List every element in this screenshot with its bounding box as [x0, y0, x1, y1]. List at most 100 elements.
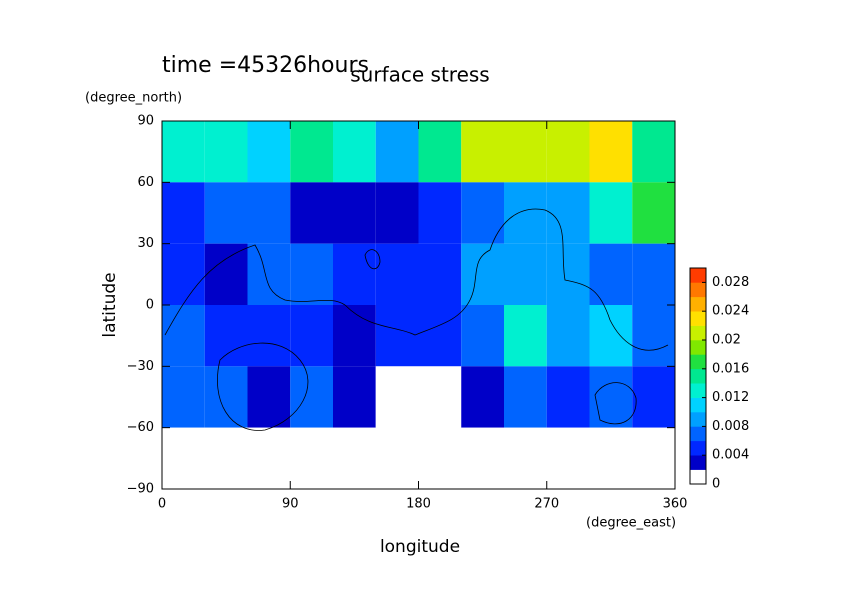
cell [204, 243, 248, 305]
cell [375, 305, 419, 367]
cell [589, 243, 633, 305]
colorbar-tick-label: 0.008 [712, 419, 749, 434]
cell [418, 427, 462, 489]
cell [375, 182, 419, 244]
cell [589, 366, 633, 428]
chart-title: surface stress [350, 63, 489, 87]
x-tick-label: 360 [663, 497, 688, 512]
cell [418, 366, 462, 428]
cell [418, 182, 462, 244]
cell [632, 121, 675, 183]
cell [247, 121, 291, 183]
cell [162, 427, 205, 489]
cell [290, 121, 333, 183]
cell [418, 121, 462, 183]
cell [333, 182, 376, 244]
cell [333, 121, 376, 183]
cell [632, 305, 675, 367]
y-unit: (degree_north) [85, 91, 182, 106]
coastlines [164, 208, 669, 431]
colorbar-segment [690, 354, 706, 370]
cell [589, 305, 633, 367]
cell [290, 305, 333, 367]
colorbar-segment [690, 282, 706, 298]
cell [333, 427, 376, 489]
cell [461, 182, 504, 244]
x-tick-label: 90 [282, 497, 299, 512]
colorbar-segment [690, 397, 706, 413]
cell [632, 243, 675, 305]
cell [546, 182, 590, 244]
cell [375, 366, 419, 428]
colorbar-tick-label: 0 [712, 477, 720, 492]
cell [461, 121, 504, 183]
cell [504, 366, 547, 428]
cell [162, 366, 205, 428]
colorbar-segment [690, 426, 706, 442]
y-tick-label: 30 [137, 236, 154, 251]
cell [546, 366, 590, 428]
colorbar-segment [690, 455, 706, 470]
cell [504, 427, 547, 489]
colorbar-tick-label: 0.024 [712, 304, 749, 319]
cell [162, 305, 205, 367]
cell [632, 366, 675, 428]
y-axis-label: latitude [100, 272, 120, 337]
chart-subtitle: time =45326hours [162, 53, 369, 78]
cell [461, 427, 504, 489]
x-tick-label: 270 [534, 497, 559, 512]
colorbar-segment [690, 440, 706, 456]
y-tick-label: −90 [127, 482, 154, 497]
cell [333, 243, 376, 305]
colorbar-segment [690, 469, 706, 485]
cell [375, 243, 419, 305]
y-tick-label: 90 [137, 114, 154, 129]
cell [290, 366, 333, 428]
y-tick-label: 60 [137, 175, 154, 190]
colorbar-tick-label: 0.028 [712, 275, 749, 290]
cell [204, 182, 248, 244]
x-tick-label: 180 [406, 497, 431, 512]
x-unit: (degree_east) [586, 516, 676, 531]
cell [504, 182, 547, 244]
x-tick-label: 0 [158, 497, 166, 512]
cell [204, 366, 248, 428]
cell [247, 305, 291, 367]
colorbar-segment [690, 340, 706, 355]
cell [204, 305, 248, 367]
field [162, 121, 675, 489]
y-tick-label: −60 [127, 420, 154, 435]
colorbar-frame [689, 267, 707, 485]
colorbar-segment [690, 311, 706, 326]
x-axis-label: longitude [380, 537, 460, 557]
cell [290, 427, 333, 489]
cell [589, 427, 633, 489]
cell [247, 427, 291, 489]
cell [333, 305, 376, 367]
y-tick-label: 0 [146, 298, 154, 313]
cell [504, 305, 547, 367]
cell [204, 427, 248, 489]
cell [247, 182, 291, 244]
cell [632, 427, 675, 489]
cell [247, 366, 291, 428]
cell [504, 121, 547, 183]
y-tick-label: −30 [127, 359, 154, 374]
colorbar-tick-label: 0.016 [712, 361, 749, 376]
cell [418, 305, 462, 367]
cell [589, 182, 633, 244]
cell [546, 121, 590, 183]
cell [546, 427, 590, 489]
cell [461, 366, 504, 428]
cell [461, 305, 504, 367]
cell [375, 121, 419, 183]
cell [632, 182, 675, 244]
cell [418, 243, 462, 305]
colorbar-segment [690, 368, 706, 384]
colorbar-tick-label: 0.012 [712, 390, 749, 405]
colorbar-segment [690, 268, 706, 283]
cell [504, 243, 547, 305]
cell [290, 182, 333, 244]
cell [290, 243, 333, 305]
